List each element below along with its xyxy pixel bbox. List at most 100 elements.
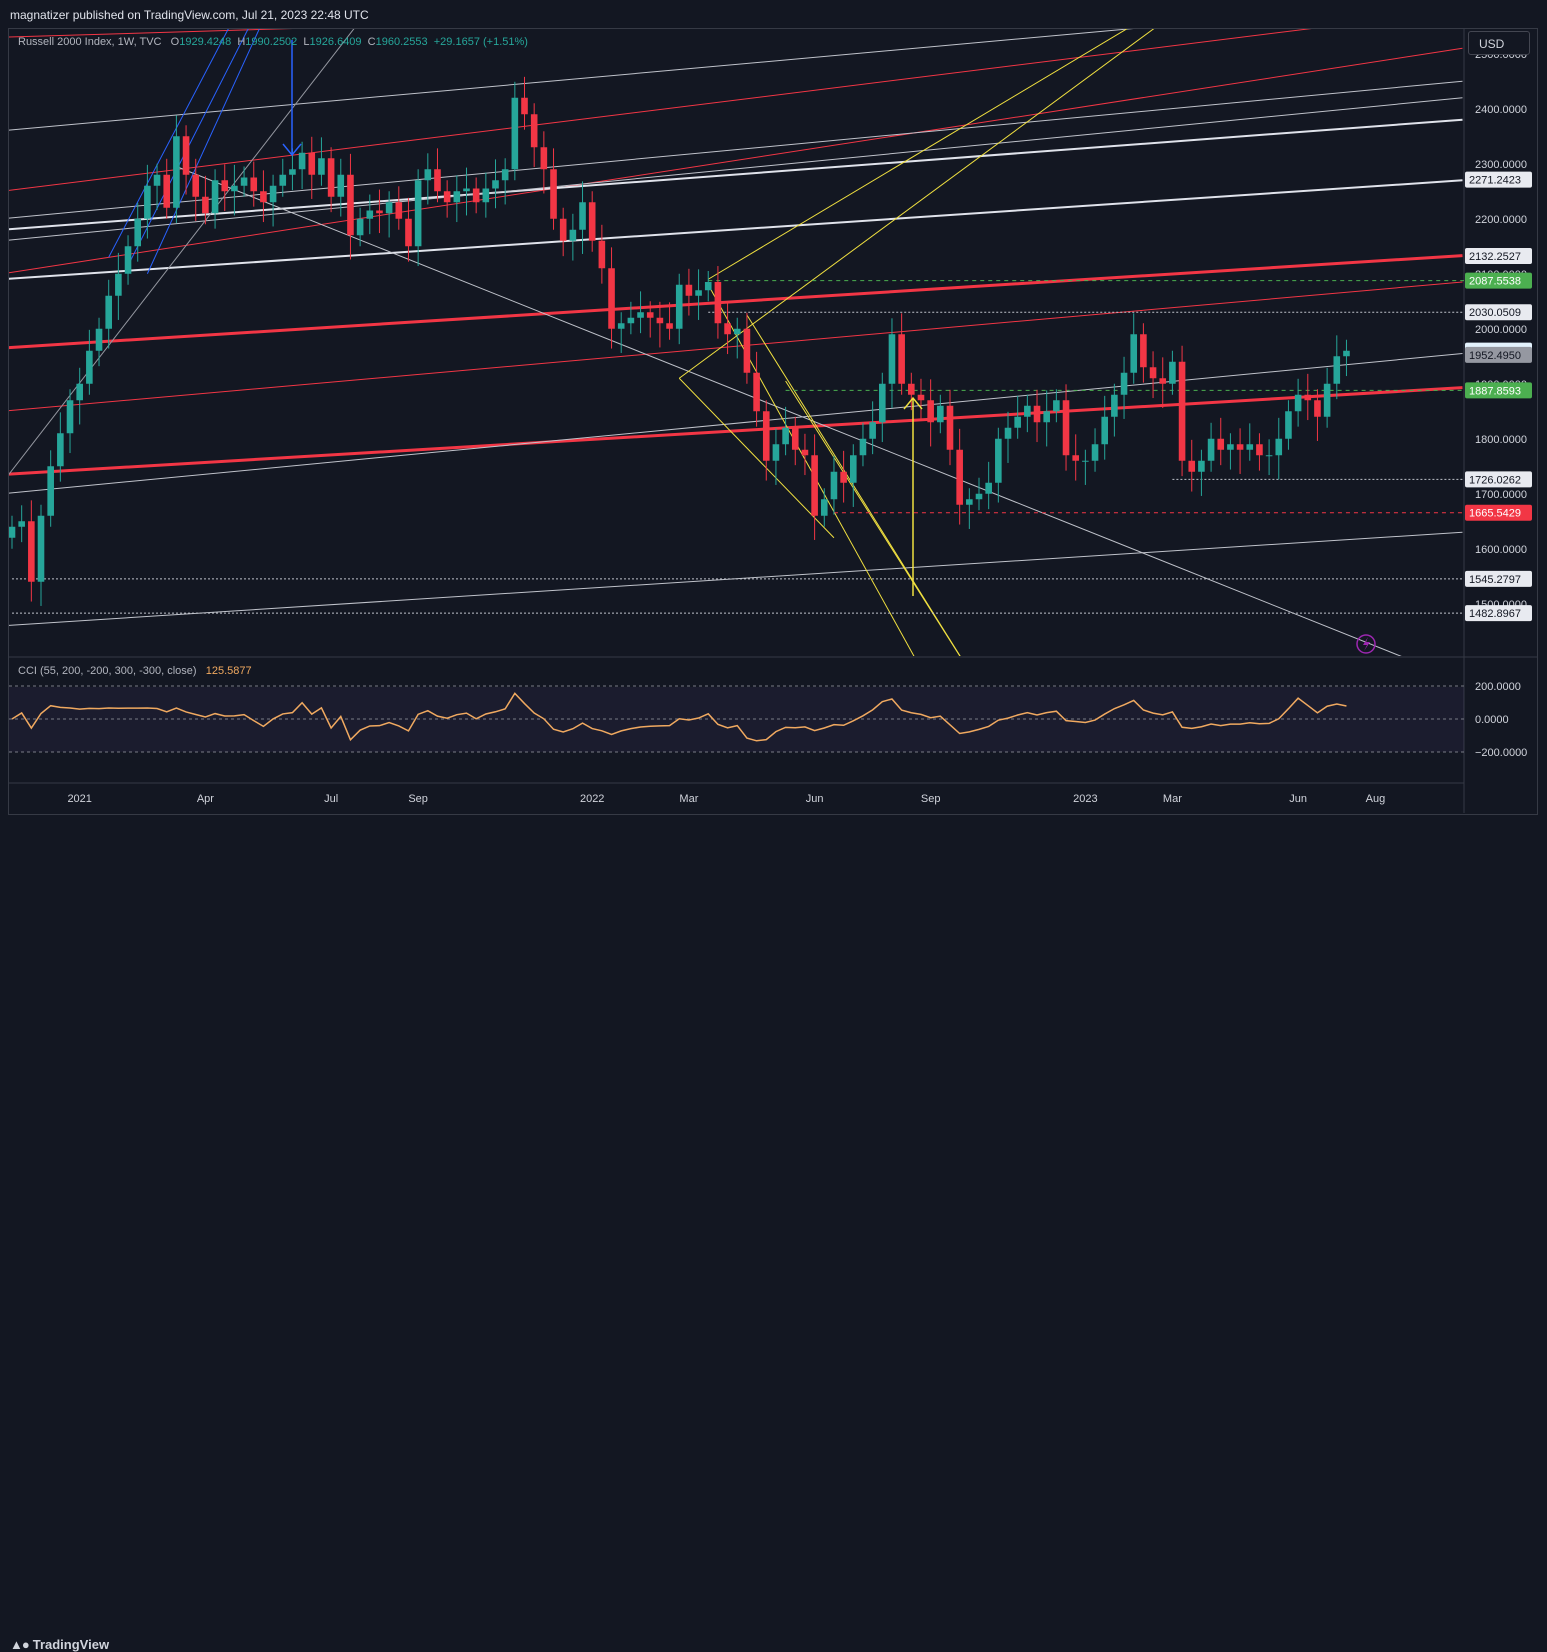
main-legend[interactable]: Russell 2000 Index, 1W, TVC O1929.4248 H…: [18, 36, 528, 48]
candle: [9, 526, 16, 538]
candle: [1256, 444, 1263, 456]
down-arrow-head-icon: [282, 143, 302, 157]
cci-pane[interactable]: [9, 685, 1464, 753]
candle: [318, 158, 325, 175]
candle: [637, 312, 644, 318]
candle: [1033, 405, 1041, 423]
candle: [1140, 334, 1147, 368]
candle: [927, 400, 934, 423]
candle: [240, 177, 248, 186]
trend-line: [9, 281, 1463, 412]
legend-low: 1926.6409: [309, 36, 362, 48]
candle: [163, 174, 171, 208]
candle: [753, 372, 760, 412]
candle: [675, 284, 683, 329]
price-tag-bg: [1465, 471, 1532, 488]
candle: [1217, 438, 1225, 450]
candle: [946, 405, 954, 450]
candle: [646, 312, 654, 318]
candle: [1111, 394, 1118, 417]
candle: [1333, 356, 1341, 384]
candle: [134, 218, 142, 247]
candle: [279, 174, 287, 186]
candle: [1130, 334, 1138, 373]
candle: [453, 191, 461, 203]
candle: [917, 394, 925, 401]
legend-high: 1990.2502: [245, 36, 298, 48]
price-tick-label: 2000.0000: [1475, 324, 1527, 336]
price-tag-bg: [1465, 272, 1532, 289]
candle: [260, 191, 267, 203]
cci-legend[interactable]: CCI (55, 200, -200, 300, -300, close) 12…: [18, 665, 252, 677]
trend-line: [127, 29, 249, 266]
candle: [656, 317, 664, 324]
candle: [714, 282, 722, 324]
price-chart[interactable]: 2500.00002400.00002300.00002200.00002100…: [0, 0, 1547, 847]
time-tick-label: 2021: [67, 793, 91, 805]
candle: [202, 196, 209, 214]
trend-line: [9, 29, 1134, 131]
candle: [1285, 411, 1292, 439]
candle: [298, 152, 306, 170]
candle: [472, 188, 480, 203]
price-tag: 1482.8967: [1469, 608, 1521, 620]
price-axis[interactable]: 2500.00002400.00002300.00002200.00002100…: [1475, 49, 1527, 611]
trend-line: [9, 29, 355, 475]
candle: [37, 515, 45, 582]
candle: [811, 455, 818, 516]
candle: [666, 323, 673, 329]
time-tick-label: Jun: [806, 793, 824, 805]
candle: [463, 188, 470, 192]
footer: ▲● TradingView: [0, 815, 1547, 1652]
up-arrow-head-icon: [903, 396, 923, 410]
candle: [840, 471, 847, 483]
trend-line: [678, 29, 1155, 379]
alert-icon[interactable]: [1356, 634, 1376, 654]
candle: [1198, 460, 1205, 472]
currency-button[interactable]: USD: [1468, 31, 1530, 55]
trend-line: [707, 29, 1128, 280]
candle: [57, 433, 64, 467]
publish-header: magnatizer published on TradingView.com,…: [0, 0, 1547, 28]
candle: [18, 521, 25, 527]
time-axis[interactable]: 2021 Apr Jul Sep 2022 Mar Jun Sep 2023 Mar Jun Aug: [67, 793, 1385, 805]
trend-line: [9, 118, 1463, 231]
candle: [975, 493, 983, 500]
legend-close: 1960.2553: [375, 36, 428, 48]
price-tag-bg: [1465, 605, 1532, 622]
cci-tick-label: 0.0000: [1475, 714, 1509, 726]
candle: [521, 97, 528, 115]
tradingview-brand[interactable]: ▲● TradingView: [10, 1637, 109, 1652]
candle: [782, 427, 789, 445]
price-tick-label: 2400.0000: [1475, 104, 1527, 116]
candle: [289, 169, 296, 175]
horizontal-levels[interactable]: [12, 280, 1464, 614]
candle: [1014, 416, 1021, 428]
candle: [443, 191, 451, 203]
price-tag: 2087.5538: [1469, 276, 1521, 288]
candle: [588, 202, 596, 241]
candle: [1091, 444, 1099, 461]
time-tick-label: Mar: [1163, 793, 1182, 805]
cci-title[interactable]: CCI (55, 200, -200, 300, -300, close): [18, 665, 197, 677]
candle: [492, 180, 499, 189]
trendlines-group[interactable]: [2, 0, 1463, 686]
candles-group[interactable]: [9, 76, 1350, 606]
drawings-group[interactable]: [282, 40, 923, 596]
trend-line: [146, 29, 260, 274]
candle: [47, 466, 54, 516]
candle: [1246, 444, 1254, 450]
trend-line: [9, 386, 1463, 476]
symbol-title[interactable]: Russell 2000 Index, 1W, TVC: [18, 36, 162, 48]
trend-line: [9, 29, 293, 38]
candle: [830, 471, 838, 500]
time-tick-label: Jun: [1289, 793, 1307, 805]
candle: [124, 246, 132, 274]
time-tick-label: Aug: [1366, 793, 1386, 805]
candle: [985, 482, 992, 494]
candle: [211, 180, 219, 214]
candle: [1062, 400, 1070, 456]
candle: [1207, 438, 1215, 461]
cci-axis[interactable]: 200.0000 0.0000 −200.0000: [1475, 681, 1527, 759]
candle: [791, 427, 799, 450]
